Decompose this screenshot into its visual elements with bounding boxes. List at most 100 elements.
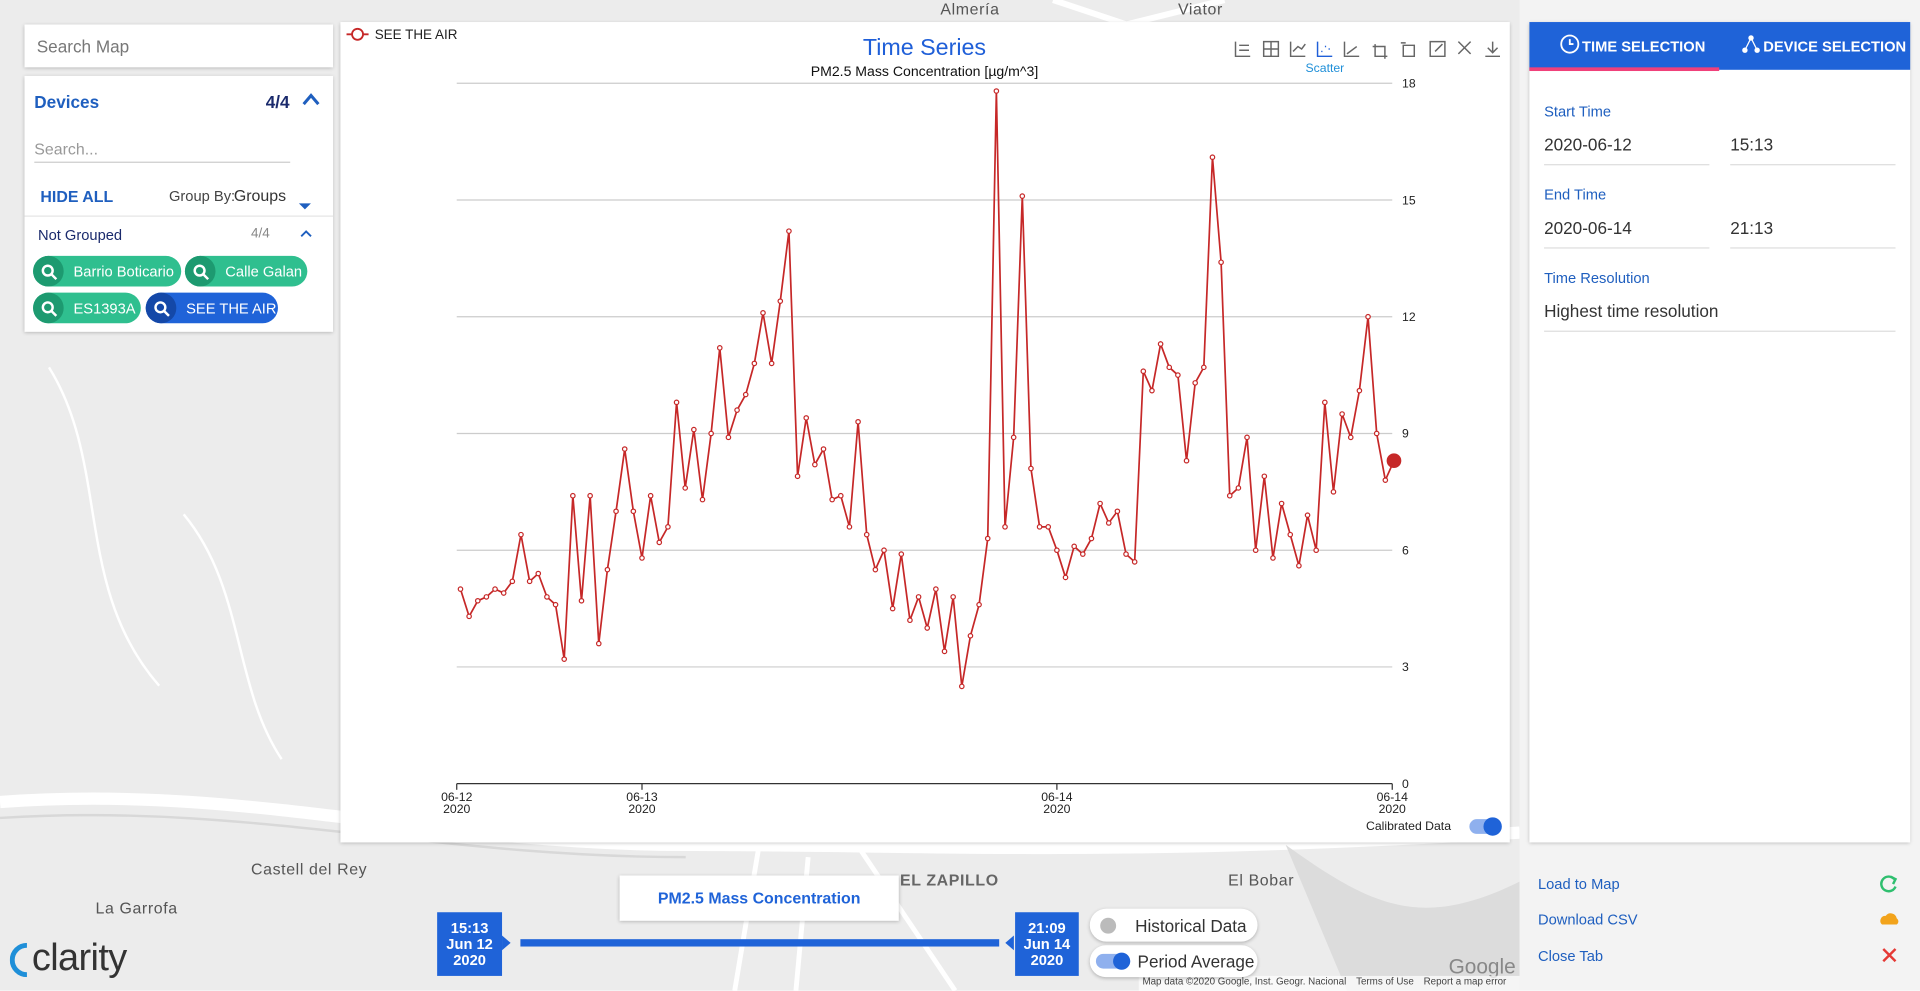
device-chip[interactable]: Barrio Boticario	[33, 255, 182, 287]
end-box: 21:09 Jun 14 2020	[1015, 912, 1079, 976]
device-search[interactable]: Search...	[34, 139, 98, 158]
group-count: 4/4	[251, 226, 270, 242]
tool-icon[interactable]	[1429, 40, 1446, 58]
period-toggle[interactable]: Period Average	[1089, 945, 1258, 978]
tab-device[interactable]: DEVICE SELECTION	[1763, 37, 1907, 56]
group-name: Not Grouped	[37, 226, 123, 244]
data-point	[639, 555, 645, 561]
data-point	[1356, 387, 1363, 394]
toolbar-label: Scatter	[1306, 61, 1345, 75]
place-label: Almería	[940, 0, 1000, 19]
end-clock[interactable]: 21:13	[1730, 218, 1896, 249]
data-point	[941, 648, 948, 655]
data-point	[924, 625, 931, 631]
data-point	[984, 535, 991, 542]
data-point	[1028, 465, 1034, 472]
data-point	[1347, 434, 1354, 441]
device-chip[interactable]: ES1393A	[33, 292, 141, 324]
data-point	[1287, 531, 1294, 538]
data-point	[803, 415, 810, 421]
data-point	[1097, 500, 1103, 507]
data-point	[1373, 430, 1380, 437]
toggle-off	[1100, 917, 1117, 934]
data-point	[812, 461, 818, 468]
legend-marker	[351, 27, 364, 41]
tab-time[interactable]: TIME SELECTION	[1582, 37, 1706, 56]
data-point	[777, 298, 784, 304]
close-tab[interactable]: Close Tab	[1537, 947, 1604, 965]
end-time: 21:09	[1028, 919, 1066, 937]
x-tick-label: 06-12 2020	[441, 791, 473, 817]
data-point	[898, 551, 905, 557]
chip-icon	[145, 292, 177, 324]
search-underline	[34, 161, 291, 163]
data-point	[1079, 551, 1086, 557]
group-by-label: Group By:	[168, 187, 236, 205]
data-point	[1270, 555, 1276, 561]
pollutant-selector[interactable]: PM2.5 Mass Concentration	[619, 875, 899, 921]
download-csv[interactable]: Download CSV	[1537, 911, 1638, 929]
tool-icon[interactable]	[1289, 41, 1306, 58]
place-label: Castell del Rey	[251, 859, 368, 878]
hide-all-button[interactable]: HIDE ALL	[40, 187, 114, 206]
end-label: End Time	[1544, 186, 1607, 204]
toggle-label: Calibrated Data	[1366, 819, 1451, 833]
tool-icon[interactable]	[1316, 41, 1333, 58]
map-report[interactable]: Report a map error	[1423, 975, 1507, 987]
time-slider[interactable]	[501, 931, 1021, 955]
data-point	[716, 345, 723, 351]
start-date[interactable]: 2020-06-12	[1544, 135, 1710, 166]
data-point	[1175, 372, 1181, 378]
data-point	[786, 228, 792, 234]
map-terms[interactable]: Terms of Use	[1356, 975, 1414, 987]
load-to-map[interactable]: Load to Map	[1537, 875, 1620, 893]
tool-icon[interactable]	[1262, 40, 1280, 58]
group-collapse-icon[interactable]	[300, 229, 312, 239]
data-point	[889, 605, 896, 612]
close-icon[interactable]	[1457, 41, 1472, 55]
y-tick-label: 3	[1402, 660, 1409, 674]
resolution-select[interactable]: Highest time resolution	[1544, 301, 1896, 332]
data-point	[1183, 457, 1190, 464]
legend-label[interactable]: SEE THE AIR	[375, 27, 458, 42]
start-date: Jun 12	[446, 935, 493, 953]
clock-icon	[1560, 34, 1580, 54]
device-chip[interactable]: SEE THE AIR	[145, 292, 278, 324]
tool-icon[interactable]	[1372, 44, 1388, 59]
data-point	[1131, 559, 1138, 565]
data-point	[760, 310, 766, 316]
data-point	[647, 492, 654, 499]
tool-icon[interactable]	[1400, 42, 1416, 58]
data-point	[457, 586, 464, 592]
data-point	[915, 594, 922, 600]
data-point	[561, 656, 568, 662]
toggle-on	[1095, 952, 1131, 970]
toolbar	[1234, 40, 1501, 59]
group-by-select[interactable]: Groups	[233, 186, 287, 205]
download-icon[interactable]	[1485, 41, 1501, 58]
search-map[interactable]: Search Map	[24, 24, 334, 68]
tool-icon[interactable]	[1234, 41, 1251, 58]
data-point	[1218, 259, 1224, 266]
data-point	[950, 594, 956, 600]
data-point	[1002, 524, 1008, 530]
y-tick-label: 18	[1402, 77, 1416, 91]
tool-icon[interactable]	[1343, 41, 1360, 58]
device-chip[interactable]: Calle Galan	[184, 255, 308, 287]
data-point	[1209, 154, 1216, 161]
place-label: Viator	[1177, 0, 1223, 19]
historical-toggle[interactable]: Historical Data	[1089, 908, 1258, 942]
search-map-placeholder: Search Map	[36, 36, 130, 57]
device-icon	[1742, 35, 1760, 53]
chart: SEE THE AIR Time Series PM2.5 Mass Conce…	[346, 27, 1502, 836]
collapse-icon[interactable]	[301, 91, 321, 108]
data-point	[604, 566, 611, 573]
chip-icon	[184, 255, 216, 287]
start-clock[interactable]: 15:13	[1730, 135, 1896, 166]
data-point	[846, 524, 853, 530]
data-point	[829, 496, 835, 503]
y-tick-label: 6	[1402, 543, 1409, 557]
end-date[interactable]: 2020-06-14	[1544, 218, 1710, 249]
